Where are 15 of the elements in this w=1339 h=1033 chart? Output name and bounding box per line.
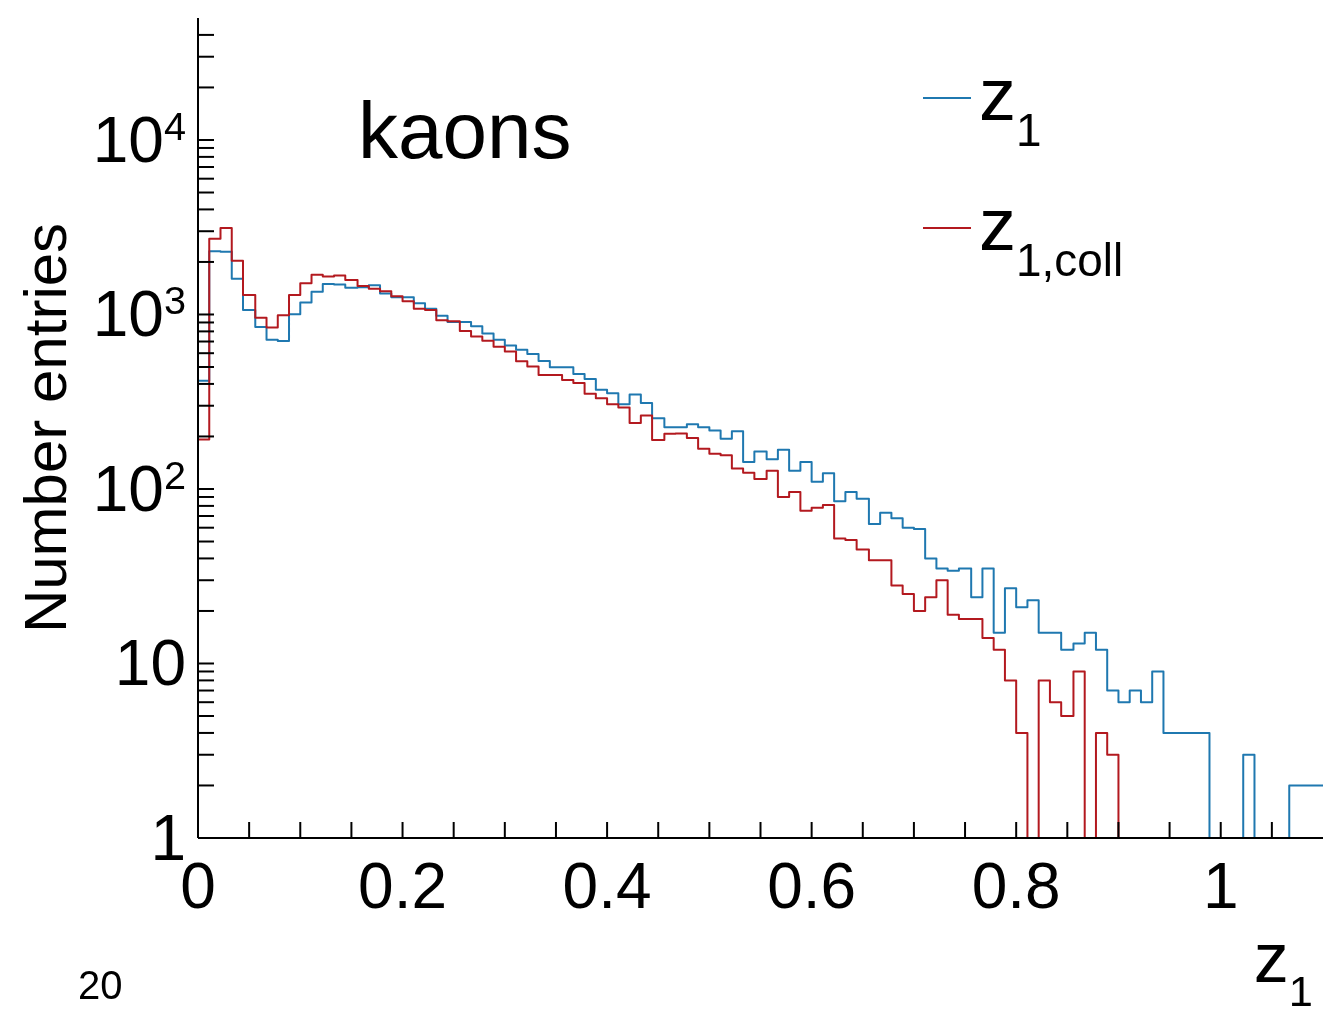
y-tick-label: 10$^{4}$ bbox=[92, 103, 186, 176]
x-tick-label: 1 bbox=[1202, 850, 1239, 922]
x-axis-title: z$_{1}$ bbox=[1253, 919, 1313, 1015]
y-tick-label: 10 bbox=[114, 627, 186, 700]
x-tick-label: 0.8 bbox=[971, 850, 1061, 922]
annotation: kaons bbox=[358, 86, 572, 175]
legend-label: z$_{1,coll}$ bbox=[979, 183, 1124, 286]
y-tick-label: 10$^{2}$ bbox=[92, 452, 186, 525]
legend-label: z$_{1}$ bbox=[979, 53, 1042, 156]
x-tick-label: 0.2 bbox=[358, 850, 448, 922]
y-tick-label: 10$^{3}$ bbox=[92, 278, 186, 351]
x-tick-label: 0.4 bbox=[562, 850, 652, 922]
y-axis-title: Number entries bbox=[12, 222, 79, 634]
x-tick-label: 0.6 bbox=[767, 850, 857, 922]
text: 20 bbox=[78, 963, 123, 1008]
